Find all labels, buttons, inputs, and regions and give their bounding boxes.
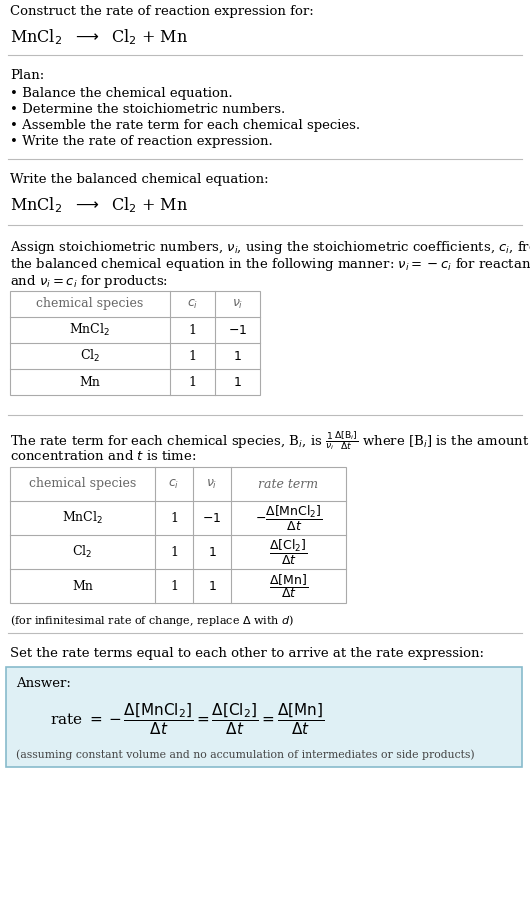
Text: Construct the rate of reaction expression for:: Construct the rate of reaction expressio… bbox=[10, 5, 314, 18]
Text: Cl$_2$: Cl$_2$ bbox=[73, 544, 93, 560]
Text: $1$: $1$ bbox=[208, 580, 216, 592]
Text: $\nu_i$: $\nu_i$ bbox=[206, 478, 218, 490]
Text: 1: 1 bbox=[189, 323, 197, 337]
Bar bbox=[10, 291, 260, 395]
Text: 1: 1 bbox=[170, 580, 178, 592]
Text: Plan:: Plan: bbox=[10, 69, 44, 82]
Text: MnCl$_2$: MnCl$_2$ bbox=[69, 322, 111, 338]
Text: • Assemble the rate term for each chemical species.: • Assemble the rate term for each chemic… bbox=[10, 119, 360, 132]
Text: $-1$: $-1$ bbox=[228, 323, 247, 337]
Text: $1$: $1$ bbox=[233, 349, 242, 362]
Text: 1: 1 bbox=[189, 349, 197, 362]
Text: • Determine the stoichiometric numbers.: • Determine the stoichiometric numbers. bbox=[10, 103, 285, 116]
Text: $\dfrac{\Delta[\mathrm{Cl}_2]}{\Delta t}$: $\dfrac{\Delta[\mathrm{Cl}_2]}{\Delta t}… bbox=[269, 538, 308, 567]
Text: 1: 1 bbox=[189, 376, 197, 389]
Text: Answer:: Answer: bbox=[16, 677, 71, 690]
Text: Write the balanced chemical equation:: Write the balanced chemical equation: bbox=[10, 173, 269, 186]
Text: $c_i$: $c_i$ bbox=[169, 478, 180, 490]
Text: the balanced chemical equation in the following manner: $\nu_i = -c_i$ for react: the balanced chemical equation in the fo… bbox=[10, 256, 530, 273]
Text: 1: 1 bbox=[170, 511, 178, 524]
Text: chemical species: chemical species bbox=[29, 478, 136, 490]
Text: The rate term for each chemical species, B$_i$, is $\frac{1}{\nu_i}\frac{\Delta[: The rate term for each chemical species,… bbox=[10, 429, 529, 452]
Text: rate term: rate term bbox=[259, 478, 319, 490]
Text: MnCl$_2$  $\longrightarrow$  Cl$_2$ + Mn: MnCl$_2$ $\longrightarrow$ Cl$_2$ + Mn bbox=[10, 195, 188, 215]
Text: $c_i$: $c_i$ bbox=[187, 298, 198, 310]
FancyBboxPatch shape bbox=[6, 667, 522, 767]
Bar bbox=[10, 467, 346, 603]
Text: $-1$: $-1$ bbox=[202, 511, 222, 524]
Text: and $\nu_i = c_i$ for products:: and $\nu_i = c_i$ for products: bbox=[10, 273, 168, 290]
Text: (assuming constant volume and no accumulation of intermediates or side products): (assuming constant volume and no accumul… bbox=[16, 749, 475, 760]
Text: chemical species: chemical species bbox=[37, 298, 144, 310]
Text: Mn: Mn bbox=[80, 376, 101, 389]
Text: $1$: $1$ bbox=[233, 376, 242, 389]
Text: MnCl$_2$: MnCl$_2$ bbox=[62, 510, 103, 526]
Text: • Write the rate of reaction expression.: • Write the rate of reaction expression. bbox=[10, 135, 273, 148]
Text: 1: 1 bbox=[170, 545, 178, 559]
Text: $1$: $1$ bbox=[208, 545, 216, 559]
Text: $\nu_i$: $\nu_i$ bbox=[232, 298, 243, 310]
Text: $\dfrac{\Delta[\mathrm{Mn}]}{\Delta t}$: $\dfrac{\Delta[\mathrm{Mn}]}{\Delta t}$ bbox=[269, 572, 308, 600]
Text: rate $= -\dfrac{\Delta[\mathrm{MnCl}_2]}{\Delta t} = \dfrac{\Delta[\mathrm{Cl}_2: rate $= -\dfrac{\Delta[\mathrm{MnCl}_2]}… bbox=[50, 701, 324, 737]
Text: Assign stoichiometric numbers, $\nu_i$, using the stoichiometric coefficients, $: Assign stoichiometric numbers, $\nu_i$, … bbox=[10, 239, 530, 256]
Text: (for infinitesimal rate of change, replace $\Delta$ with $d$): (for infinitesimal rate of change, repla… bbox=[10, 613, 294, 628]
Text: Cl$_2$: Cl$_2$ bbox=[80, 348, 100, 364]
Text: Set the rate terms equal to each other to arrive at the rate expression:: Set the rate terms equal to each other t… bbox=[10, 647, 484, 660]
Text: • Balance the chemical equation.: • Balance the chemical equation. bbox=[10, 87, 233, 100]
Text: Mn: Mn bbox=[72, 580, 93, 592]
Text: $-\dfrac{\Delta[\mathrm{MnCl}_2]}{\Delta t}$: $-\dfrac{\Delta[\mathrm{MnCl}_2]}{\Delta… bbox=[254, 503, 322, 532]
Text: concentration and $t$ is time:: concentration and $t$ is time: bbox=[10, 449, 197, 463]
Text: MnCl$_2$  $\longrightarrow$  Cl$_2$ + Mn: MnCl$_2$ $\longrightarrow$ Cl$_2$ + Mn bbox=[10, 27, 188, 46]
